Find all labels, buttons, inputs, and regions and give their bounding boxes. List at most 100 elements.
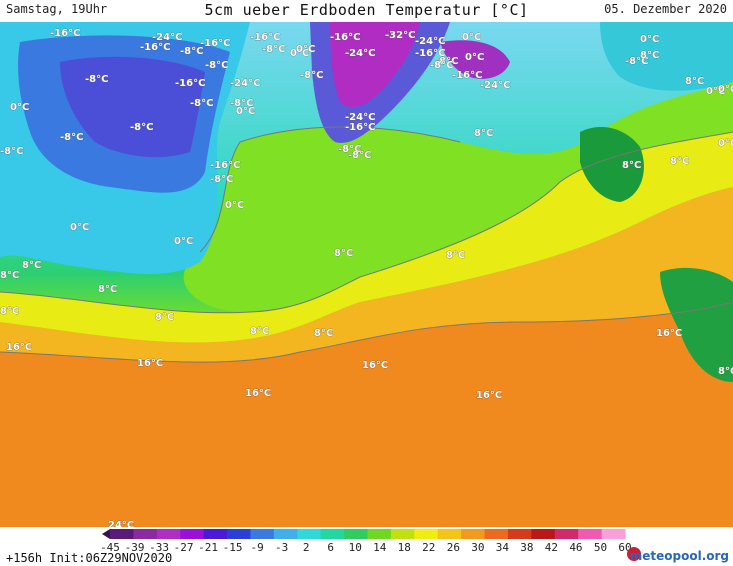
temperature-label: -8°C [300, 70, 323, 81]
scale-tick-label: -15 [222, 541, 243, 554]
temperature-label: 8°C [0, 270, 19, 281]
scale-tick-label: 38 [520, 541, 534, 554]
temperature-label: 8°C [0, 306, 19, 317]
temperature-label: -24°C [345, 112, 375, 123]
scale-swatch [437, 529, 462, 539]
temperature-label: 0°C [236, 106, 255, 117]
northeast-cold [600, 22, 733, 91]
scale-swatch [297, 529, 322, 539]
temperature-label: -8°C [625, 56, 648, 67]
brand-link[interactable]: meteopool.org [630, 549, 729, 563]
scale-tick-label: 10 [348, 541, 362, 554]
temperature-label: 16°C [362, 360, 388, 371]
temperature-label: -8°C [180, 46, 203, 57]
greenland-core [330, 22, 420, 108]
color-scale [102, 529, 626, 539]
scale-tick-label: 6 [327, 541, 335, 554]
temperature-label: -16°C [452, 70, 482, 81]
temperature-label: -24°C [345, 48, 375, 59]
scale-swatch [578, 529, 603, 539]
mild-zone [0, 187, 733, 363]
temperature-label: 16°C [137, 358, 163, 369]
scale-swatch [180, 529, 205, 539]
scale-tick-label: -3 [275, 541, 289, 554]
scale-swatch [367, 529, 392, 539]
temperature-label: -8°C [205, 60, 228, 71]
temperature-label: 16°C [245, 388, 271, 399]
temperature-label: 8°C [98, 284, 117, 295]
scale-arrow-icon [102, 529, 110, 539]
scale-tick-label: 46 [569, 541, 583, 554]
temperature-label: 8°C [155, 312, 174, 323]
scale-tick-label: -39 [124, 541, 145, 554]
temperature-label: -8°C [230, 98, 253, 109]
temperature-label: 24°C [108, 520, 134, 527]
temperature-label: 0°C [70, 222, 89, 233]
temperature-label: -8°C [85, 74, 108, 85]
temperature-label: 8°C [334, 248, 353, 259]
scale-tick-label: 34 [495, 541, 509, 554]
temperature-label: -8°C [430, 60, 453, 71]
footer: -45 -39 -33 -27 -21 -15 -9 -3 2 6 10 14 18 22 26 30 34 38… [0, 527, 733, 566]
scale-tick-label: 26 [446, 541, 460, 554]
scale-tick-label: -33 [149, 541, 169, 554]
scale-swatch [250, 529, 275, 539]
temperature-labels: -16°C -24°C-16°C -8°C-16°C-16°C-8°C-16°C -3… [0, 28, 733, 527]
scale-tick-label: 30 [471, 541, 485, 554]
temperature-label: -16°C [250, 32, 280, 43]
temperature-label: -8°C [130, 122, 153, 133]
temperature-label: 0°C [296, 44, 315, 55]
scale-swatch [133, 529, 158, 539]
scale-swatch [344, 529, 368, 539]
scale-swatch [390, 529, 415, 539]
scale-tick-label: 2 [302, 541, 310, 554]
temperature-label: -16°C [175, 78, 205, 89]
temperature-label: -8°C [262, 44, 285, 55]
temperature-label: 8°C [718, 366, 733, 377]
scale-swatch [554, 529, 579, 539]
temperature-label: -8°C [348, 150, 371, 161]
map-canvas: -16°C -24°C-16°C -8°C-16°C-16°C-8°C-16°C -3… [0, 22, 733, 527]
scale-tick-label: -27 [173, 541, 194, 554]
scale-swatch [461, 529, 486, 539]
europe-land [660, 267, 733, 382]
temperature-label: -16°C [140, 42, 170, 53]
temperature-label: 0°C [718, 138, 733, 149]
temperature-label: -8°C [210, 174, 233, 185]
scale-swatch [601, 529, 626, 539]
scale-swatch [320, 529, 345, 539]
temperature-label: 16°C [476, 390, 502, 401]
scale-tick-label: -9 [250, 541, 264, 554]
temperature-label: -16°C [210, 160, 240, 171]
temperature-label: -24°C [480, 80, 510, 91]
temperature-label: 0°C [174, 236, 193, 247]
scale-swatch [203, 529, 228, 539]
temperature-label: -16°C [330, 32, 360, 43]
scale-tick-label: 42 [544, 541, 559, 554]
temperature-label: 8°C [22, 260, 41, 271]
temperature-label: -16°C [415, 48, 445, 59]
temperature-label: 0°C [462, 32, 481, 43]
temperature-label: 8°C [685, 76, 704, 87]
isotherm-8 [0, 131, 733, 314]
scale-swatch [110, 529, 134, 539]
temperature-label: -8°C [0, 146, 23, 157]
temperature-label: 8°C [622, 160, 641, 171]
temperature-label: 8°C [640, 50, 659, 61]
temperature-label: 16°C [656, 328, 682, 339]
meteopool-logo-icon [627, 547, 641, 561]
scandinavia-land [580, 127, 644, 202]
scale-swatch [531, 529, 556, 539]
init-info: +156h Init:06Z29NOV2020 [6, 551, 173, 565]
temperature-label: -8°C [190, 98, 213, 109]
temperature-label: -24°C [230, 78, 260, 89]
temperature-label: -24°C [415, 36, 445, 47]
scale-swatch [414, 529, 439, 539]
temperature-label: -8°C [60, 132, 83, 143]
scale-swatch [484, 529, 509, 539]
temperature-label: -8°C [338, 144, 361, 155]
temperature-label: 8°C [250, 326, 269, 337]
scale-tick-label: 50 [593, 541, 608, 554]
map-title: 5cm ueber Erdboden Temperatur [°C] [204, 1, 529, 19]
temperature-label: 8°C [446, 250, 465, 261]
